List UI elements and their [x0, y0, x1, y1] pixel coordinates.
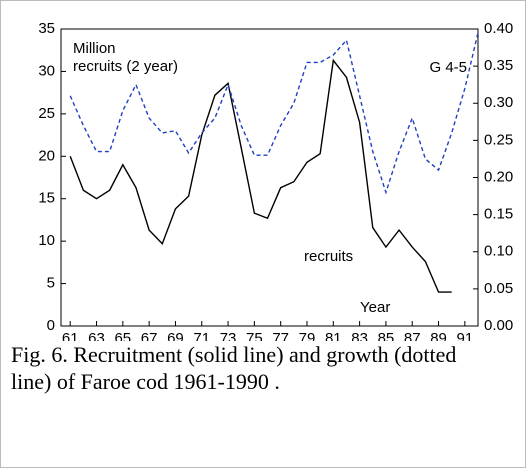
y2-tick-label: 0.30	[484, 94, 513, 111]
y2-tick-label: 0.35	[484, 57, 513, 74]
x-tick-label: 77	[272, 330, 289, 341]
y2-tick-label: 0.40	[484, 20, 513, 37]
x-tick-label: 61	[62, 330, 79, 341]
x-tick-label: 79	[299, 330, 316, 341]
y2-tick-label: 0.00	[484, 317, 513, 334]
series-line	[69, 58, 452, 293]
y-tick-label: 25	[38, 105, 55, 122]
chart: 0 5 10 15 20 25 30 35 0.00 0.05 0.10 0.15 0.20 0.25 0.…	[38, 20, 513, 341]
y2-tick-label: 0.20	[484, 168, 513, 185]
y2-tick-label: 0.25	[484, 131, 513, 148]
y2-tick-label: 0.15	[484, 206, 513, 223]
x-tick-label: 81	[325, 330, 342, 341]
y-tick-label: 20	[38, 147, 55, 164]
x-tick-label: 75	[246, 330, 263, 341]
y-tick-label: 35	[38, 20, 55, 37]
caption: Fig. 6. Recruitment (solid line) and gro…	[11, 342, 457, 394]
x-tick-label: 69	[167, 330, 184, 341]
y-tick-label: 30	[38, 62, 55, 79]
annotation: recruits	[304, 248, 353, 265]
x-tick-label: 63	[88, 330, 105, 341]
y-tick-label: 15	[38, 190, 55, 207]
y-tick-label: 0	[47, 317, 55, 334]
annotation: recruits (2 year)	[73, 58, 178, 75]
x-tick-label: 73	[220, 330, 237, 341]
x-tick-label: 85	[378, 330, 395, 341]
series-line	[69, 32, 479, 195]
y2-tick-label: 0.10	[484, 243, 513, 260]
y-tick-label: 5	[47, 275, 55, 292]
y2-tick-label: 0.05	[484, 280, 513, 297]
annotation: Million	[73, 40, 116, 57]
x-tick-label: 83	[351, 330, 368, 341]
annotation: G 4-5	[429, 59, 467, 76]
x-tick-label: 65	[114, 330, 131, 341]
annotation: Year	[360, 299, 390, 316]
x-tick-label: 89	[430, 330, 447, 341]
x-tick-label: 91	[457, 330, 474, 341]
x-tick-label: 71	[193, 330, 210, 341]
y-tick-label: 10	[38, 232, 55, 249]
x-tick-label: 67	[141, 330, 158, 341]
x-tick-label: 87	[404, 330, 421, 341]
